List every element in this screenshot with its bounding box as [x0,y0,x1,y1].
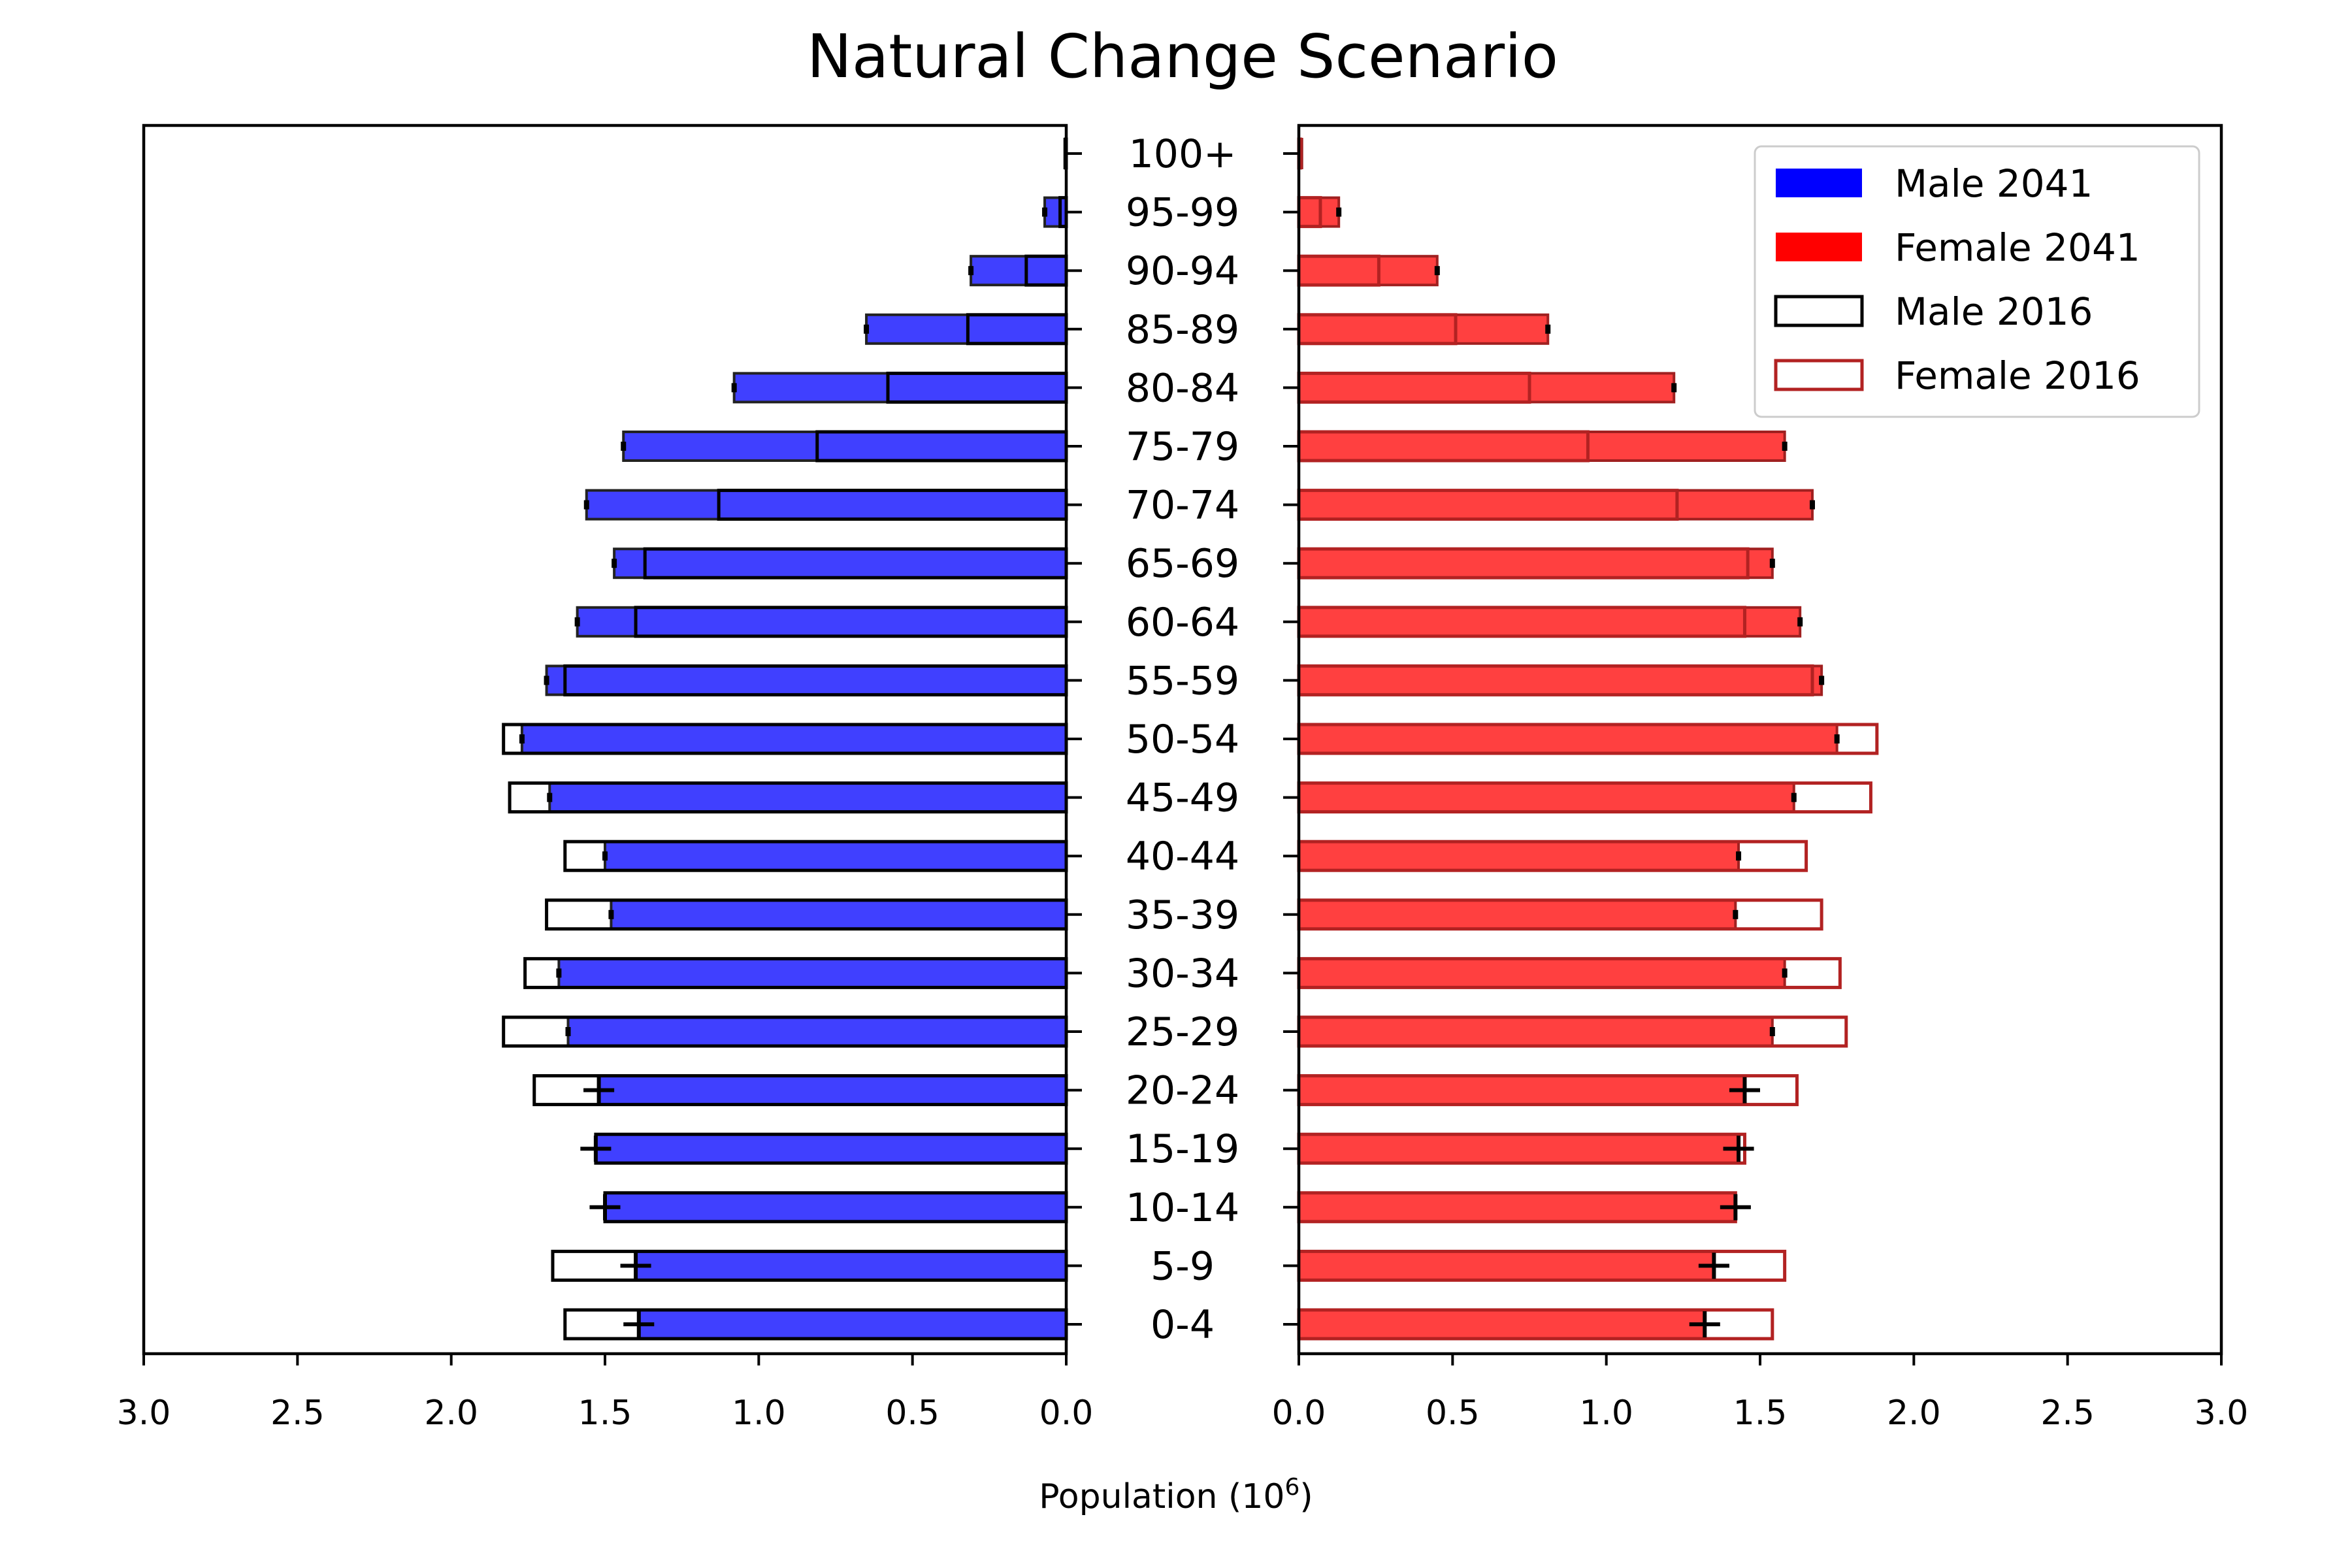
male-2041-bar-20-24 [597,1074,1068,1106]
female-2041-bar-35-39 [1298,898,1737,930]
legend-label-male-2016: Male 2016 [1895,289,2093,334]
male-2041-bar-25-29 [566,1016,1068,1047]
age-label-50-54: 50-54 [1126,717,1239,762]
x-axis-label: Population (106) [1039,1474,1313,1517]
male-2041-bar-50-54 [520,723,1068,755]
age-label-5-9: 5-9 [1151,1243,1215,1289]
male-2041-bar-55-59 [545,664,1068,696]
female-2041-bar-0-4 [1298,1309,1707,1340]
female-2041-bar-30-34 [1298,957,1786,989]
age-label-65-69: 65-69 [1126,541,1239,587]
female-2041-bar-50-54 [1298,723,1838,755]
male-2041-bar-70-74 [585,489,1068,521]
female-2041-bar-10-14 [1298,1191,1737,1223]
male-2041-bar-65-69 [613,547,1068,580]
male-2041-bar-5-9 [634,1250,1068,1282]
female-2041-bar-40-44 [1298,840,1740,872]
female-2041-bar-70-74 [1298,489,1814,521]
male-2041-bar-35-39 [610,898,1068,930]
male-2041-bar-0-4 [637,1309,1068,1340]
age-label-20-24: 20-24 [1126,1068,1239,1114]
male-2041-bar-40-44 [604,840,1068,872]
age-label-35-39: 35-39 [1126,892,1239,938]
age-label-90-94: 90-94 [1126,248,1239,294]
x-axis-label-close: ) [1299,1477,1313,1516]
x-tick-label-left-0-0: 0.0 [1039,1394,1094,1433]
legend-frame [1754,145,2200,418]
legend-swatch-female-2041 [1776,233,1862,261]
legend-swatch-female-2016 [1774,359,1864,391]
female-2041-bar-65-69 [1298,547,1774,580]
female-2041-bar-25-29 [1298,1016,1774,1047]
x-tick-label-right-2-0: 2.0 [1887,1394,1941,1433]
female-2041-bar-60-64 [1298,606,1802,638]
age-label-40-44: 40-44 [1126,834,1239,879]
male-2041-bar-90-94 [970,255,1068,287]
male-bars-group [502,137,1068,1341]
age-label-60-64: 60-64 [1126,600,1239,645]
male-2041-bar-80-84 [732,372,1068,404]
x-tick-label-left-1-5: 1.5 [578,1394,632,1433]
age-label-75-79: 75-79 [1126,424,1239,470]
legend: Male 2041 Female 2041 Male 2016 Female 2016 [1754,145,2200,418]
age-label-70-74: 70-74 [1126,483,1239,529]
male-2041-bar-15-19 [594,1133,1068,1165]
x-tick-label-right-1-5: 1.5 [1733,1394,1788,1433]
x-tick-label-right-1-0: 1.0 [1579,1394,1633,1433]
chart-title: Natural Change Scenario [807,22,1558,91]
male-2041-bar-75-79 [622,431,1068,462]
female-2041-bar-85-89 [1298,313,1550,345]
age-label-15-19: 15-19 [1126,1126,1239,1172]
x-axis-label-exponent: 6 [1284,1474,1299,1501]
male-2041-bar-60-64 [576,606,1068,638]
x-tick-label-left-2-5: 2.5 [270,1394,325,1433]
age-label-95-99: 95-99 [1126,190,1239,236]
age-label-80-84: 80-84 [1126,365,1239,411]
age-label-45-49: 45-49 [1126,776,1239,821]
x-tick-label-right-0-0: 0.0 [1272,1394,1326,1433]
x-tick-label-right-3-0: 3.0 [2195,1394,2249,1433]
legend-swatch-male-2041 [1776,169,1862,197]
x-tick-label-left-0-5: 0.5 [885,1394,939,1433]
legend-label-female-2041: Female 2041 [1895,225,2140,270]
age-label-30-34: 30-34 [1126,951,1239,996]
x-tick-label-left-2-0: 2.0 [424,1394,478,1433]
female-2041-bar-90-94 [1298,255,1439,287]
age-label-0-4: 0-4 [1151,1302,1215,1348]
male-2041-bar-30-34 [557,957,1068,989]
x-tick-label-right-0-5: 0.5 [1426,1394,1480,1433]
legend-swatch-male-2016 [1774,295,1864,327]
x-tick-label-right-2-5: 2.5 [2040,1394,2095,1433]
female-2041-bar-45-49 [1298,781,1795,813]
age-label-55-59: 55-59 [1126,658,1239,704]
female-2041-bar-20-24 [1298,1074,1746,1106]
age-label-25-29: 25-29 [1126,1009,1239,1055]
age-label-10-14: 10-14 [1126,1185,1239,1231]
age-group-labels: 0-4 5-9 10-14 15-19 20-24 25-29 30-34 35-39 40-4… [1066,131,1299,1348]
age-label-85-89: 85-89 [1126,307,1239,353]
female-2041-bar-5-9 [1298,1250,1716,1282]
x-axis-ticks: 3.0 2.5 2.0 1.5 1.0 0.5 0.0 0.0 0.5 1.0 1.5 2.0 2.5 3… [117,1354,2249,1433]
legend-label-male-2041: Male 2041 [1895,161,2093,206]
x-tick-label-left-3-0: 3.0 [117,1394,171,1433]
male-2041-bar-45-49 [548,781,1068,813]
x-tick-label-left-1-0: 1.0 [732,1394,786,1433]
male-2041-bar-95-99 [1043,196,1068,228]
female-2041-bar-55-59 [1298,664,1823,696]
female-2041-bar-15-19 [1298,1133,1740,1165]
male-2041-bar-10-14 [604,1191,1068,1223]
age-label-100plus: 100+ [1129,131,1237,177]
legend-label-female-2016: Female 2016 [1895,353,2140,398]
female-2041-bar-80-84 [1298,372,1676,404]
x-axis-label-text: Population (10 [1039,1477,1284,1516]
female-2041-bar-75-79 [1298,431,1786,462]
